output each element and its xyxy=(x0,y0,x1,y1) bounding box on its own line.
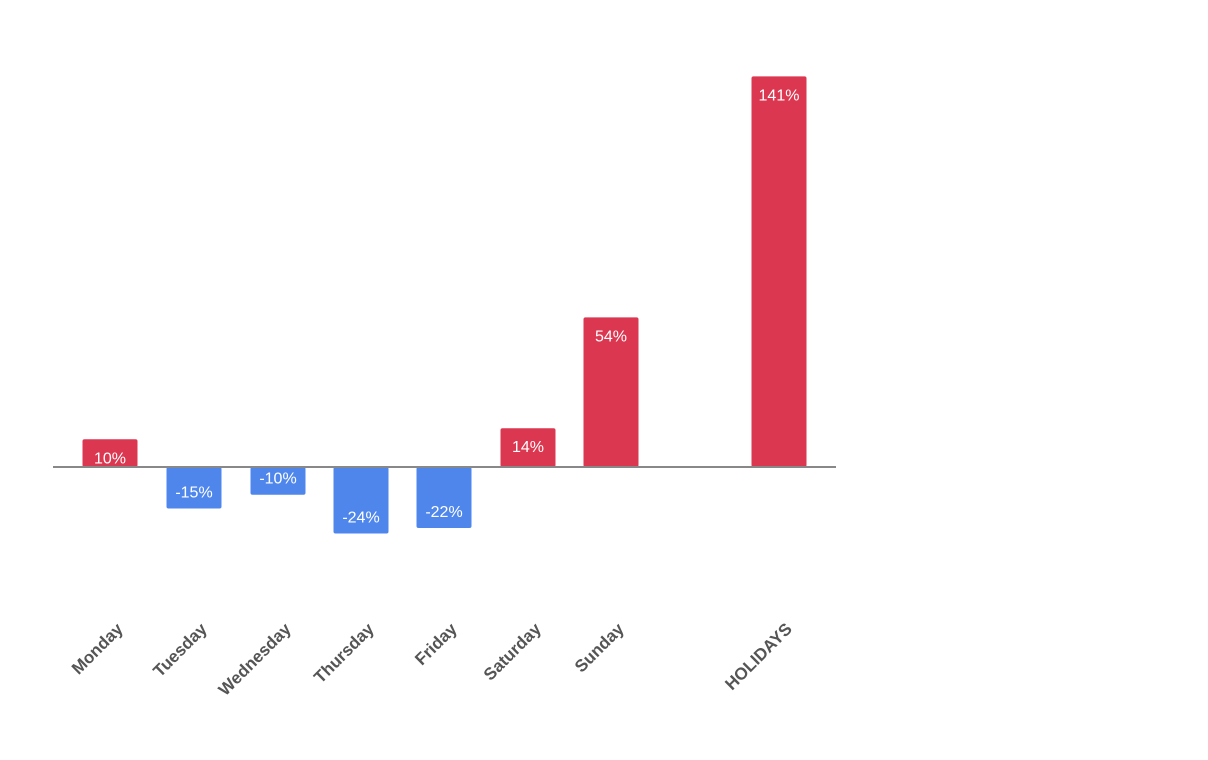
category-label-holidays: HOLIDAYS xyxy=(721,619,795,693)
category-label-sunday: Sunday xyxy=(571,619,628,676)
bar-wednesday xyxy=(250,467,306,495)
bar-friday xyxy=(416,467,472,528)
category-label-tuesday: Tuesday xyxy=(150,619,212,681)
bar-sunday xyxy=(583,317,639,467)
data-label-monday: 10% xyxy=(94,450,126,467)
data-label-friday: -22% xyxy=(425,504,462,521)
data-label-thursday: -24% xyxy=(342,509,379,526)
data-label-saturday: 14% xyxy=(512,439,544,456)
data-labels-layer: 10% -15% -10% -24% -22% 14% 54% 141% xyxy=(94,87,799,526)
category-label-thursday: Thursday xyxy=(310,619,378,687)
bars-layer xyxy=(82,76,807,534)
data-label-holidays: 141% xyxy=(759,87,800,104)
category-label-friday: Friday xyxy=(411,619,461,669)
category-label-wednesday: Wednesday xyxy=(215,619,295,699)
data-label-sunday: 54% xyxy=(595,328,627,345)
bar-holidays xyxy=(751,76,807,468)
data-label-wednesday: -10% xyxy=(259,471,296,488)
bar-saturday xyxy=(500,428,556,467)
bar-thursday xyxy=(333,467,389,534)
category-labels-layer: Monday Tuesday Wednesday Thursday Friday Satu… xyxy=(68,619,796,699)
category-label-monday: Monday xyxy=(68,619,127,678)
data-label-tuesday: -15% xyxy=(175,485,212,502)
category-label-saturday: Saturday xyxy=(480,619,545,684)
bar-monday xyxy=(82,439,138,467)
bar-tuesday xyxy=(166,467,222,509)
